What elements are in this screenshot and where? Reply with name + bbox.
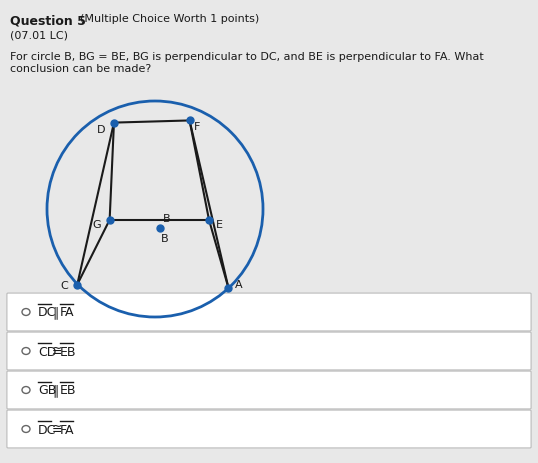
Text: FA: FA [60, 306, 74, 319]
Text: F: F [194, 122, 201, 132]
Text: A: A [235, 279, 242, 289]
Text: EB: EB [60, 345, 76, 358]
Text: ∥: ∥ [52, 384, 58, 397]
FancyBboxPatch shape [7, 332, 531, 370]
Text: Question 5: Question 5 [10, 14, 86, 27]
Text: FA: FA [60, 423, 74, 436]
Text: D: D [97, 125, 105, 134]
Text: DC: DC [38, 423, 56, 436]
Text: DC: DC [38, 306, 56, 319]
Text: ≅: ≅ [52, 345, 62, 358]
FancyBboxPatch shape [7, 371, 531, 409]
Text: B: B [162, 214, 170, 224]
Text: (07.01 LC): (07.01 LC) [10, 30, 68, 40]
Text: CD: CD [38, 345, 56, 358]
Text: GB: GB [38, 384, 56, 397]
Text: C: C [60, 280, 68, 290]
Text: ∥: ∥ [52, 306, 58, 319]
Text: E: E [216, 219, 223, 229]
Text: G: G [93, 219, 101, 229]
Text: B: B [160, 234, 168, 244]
Text: ≅: ≅ [52, 423, 62, 436]
Text: For circle B, BG = BE, BG is perpendicular to DC, and BE is perpendicular to FA.: For circle B, BG = BE, BG is perpendicul… [10, 52, 484, 74]
FancyBboxPatch shape [7, 410, 531, 448]
Text: (Multiple Choice Worth 1 points): (Multiple Choice Worth 1 points) [80, 14, 259, 24]
Text: EB: EB [60, 384, 76, 397]
FancyBboxPatch shape [7, 294, 531, 331]
